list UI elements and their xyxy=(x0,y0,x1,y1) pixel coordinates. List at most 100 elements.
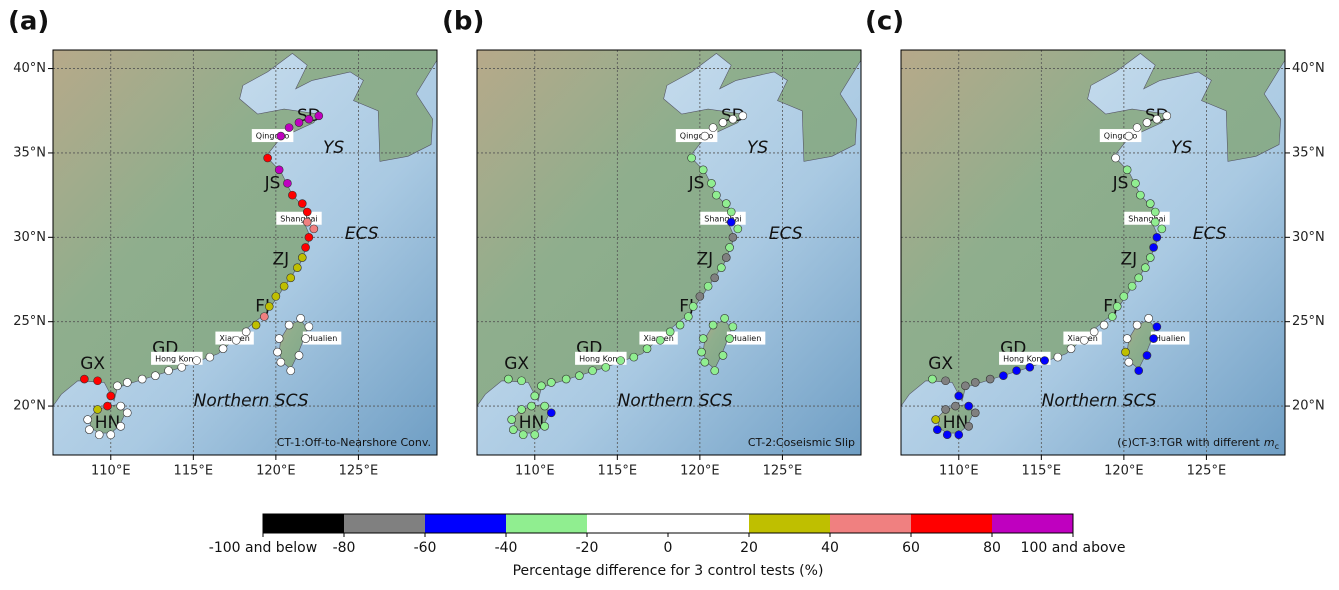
colorbar-segment xyxy=(587,514,668,533)
station-marker xyxy=(508,416,516,424)
station-marker xyxy=(965,402,973,410)
station-marker xyxy=(602,363,610,371)
station-marker xyxy=(721,314,729,322)
region-label: ZJ xyxy=(272,249,289,269)
caption-subscript: c xyxy=(1275,442,1279,451)
y-tick-label: 20°N xyxy=(1292,399,1325,414)
station-marker xyxy=(178,363,186,371)
station-marker xyxy=(696,292,704,300)
station-marker xyxy=(165,367,173,375)
station-marker xyxy=(712,191,720,199)
station-marker xyxy=(272,292,280,300)
station-marker xyxy=(1108,313,1116,321)
station-marker xyxy=(971,409,979,417)
x-tick-label: 125°E xyxy=(339,464,379,479)
map-panel: SDJSZJFJGDGXHNYSECSNorthern SCSQingdaoSh… xyxy=(53,50,437,455)
station-marker xyxy=(717,264,725,272)
station-marker xyxy=(264,154,272,162)
region-label: ECS xyxy=(345,224,379,244)
station-marker xyxy=(274,348,282,356)
station-marker xyxy=(1123,166,1131,174)
station-marker xyxy=(928,375,936,383)
station-marker xyxy=(711,367,719,375)
region-label: ZJ xyxy=(696,249,713,269)
panel-caption: CT-1:Off-to-Nearshore Conv. xyxy=(277,436,431,449)
y-tick-label: 25°N xyxy=(1292,314,1325,329)
x-tick-label: 120°E xyxy=(680,464,720,479)
station-marker xyxy=(113,382,121,390)
station-marker xyxy=(518,377,526,385)
region-label: JS xyxy=(688,173,705,193)
station-marker xyxy=(193,357,201,365)
station-marker xyxy=(509,426,517,434)
region-label: Northern SCS xyxy=(1042,391,1157,411)
station-marker xyxy=(943,431,951,439)
x-tick-label: 125°E xyxy=(763,464,803,479)
station-marker xyxy=(688,154,696,162)
panel-label: (c) xyxy=(865,7,904,37)
x-tick-label: 120°E xyxy=(1104,464,1144,479)
x-tick-label: 115°E xyxy=(598,464,638,479)
station-marker xyxy=(726,335,734,343)
station-marker xyxy=(965,422,973,430)
station-marker xyxy=(1135,367,1143,375)
station-marker xyxy=(275,166,283,174)
station-marker xyxy=(942,377,950,385)
station-marker xyxy=(709,124,717,132)
x-tick-label: 115°E xyxy=(1022,464,1062,479)
station-marker xyxy=(1122,348,1130,356)
station-marker xyxy=(955,392,963,400)
colorbar-segment xyxy=(506,514,587,533)
colorbar-tick-label: 20 xyxy=(740,540,758,556)
region-label: HN xyxy=(943,413,969,433)
station-marker xyxy=(285,321,293,329)
station-marker xyxy=(1131,179,1139,187)
station-marker xyxy=(1026,363,1034,371)
colorbar-tick-label: 80 xyxy=(983,540,1001,556)
station-marker xyxy=(117,422,125,430)
colorbar-tick-label: -40 xyxy=(495,540,518,556)
station-marker xyxy=(1150,335,1158,343)
station-marker xyxy=(518,405,526,413)
region-label: YS xyxy=(1171,138,1192,158)
station-marker xyxy=(1100,321,1108,329)
station-marker xyxy=(942,405,950,413)
region-label: Northern SCS xyxy=(618,391,733,411)
x-tick-label: 120°E xyxy=(256,464,296,479)
x-tick-label: 125°E xyxy=(1187,464,1227,479)
station-marker xyxy=(961,382,969,390)
station-marker xyxy=(1113,303,1121,311)
station-marker xyxy=(709,321,717,329)
region-label: ZJ xyxy=(1120,249,1137,269)
station-marker xyxy=(1136,191,1144,199)
station-marker xyxy=(206,353,214,361)
colorbar-segment xyxy=(425,514,506,533)
station-marker xyxy=(547,409,555,417)
station-marker xyxy=(295,351,303,359)
station-marker xyxy=(630,353,638,361)
y-tick-label: 35°N xyxy=(13,145,46,160)
caption-text: CT-2:Coseismic Slip xyxy=(748,436,855,449)
station-marker xyxy=(123,378,131,386)
station-marker xyxy=(1013,367,1021,375)
station-marker xyxy=(117,402,125,410)
y-tick-label: 40°N xyxy=(13,61,46,76)
station-marker xyxy=(729,115,737,123)
station-marker xyxy=(1041,357,1049,365)
station-marker xyxy=(676,321,684,329)
city-label: Hong Kong xyxy=(579,354,623,363)
station-marker xyxy=(1125,358,1133,366)
colorbar-tick-label: 0 xyxy=(664,540,673,556)
y-tick-label: 30°N xyxy=(13,230,46,245)
station-marker xyxy=(519,431,527,439)
colorbar-segment xyxy=(911,514,992,533)
station-marker xyxy=(729,323,737,331)
station-marker xyxy=(303,208,311,216)
station-marker xyxy=(1153,323,1161,331)
station-marker xyxy=(1158,225,1166,233)
colorbar-segment xyxy=(344,514,425,533)
station-marker xyxy=(541,402,549,410)
station-marker xyxy=(123,409,131,417)
region-label: HN xyxy=(95,413,121,433)
station-marker xyxy=(1146,200,1154,208)
